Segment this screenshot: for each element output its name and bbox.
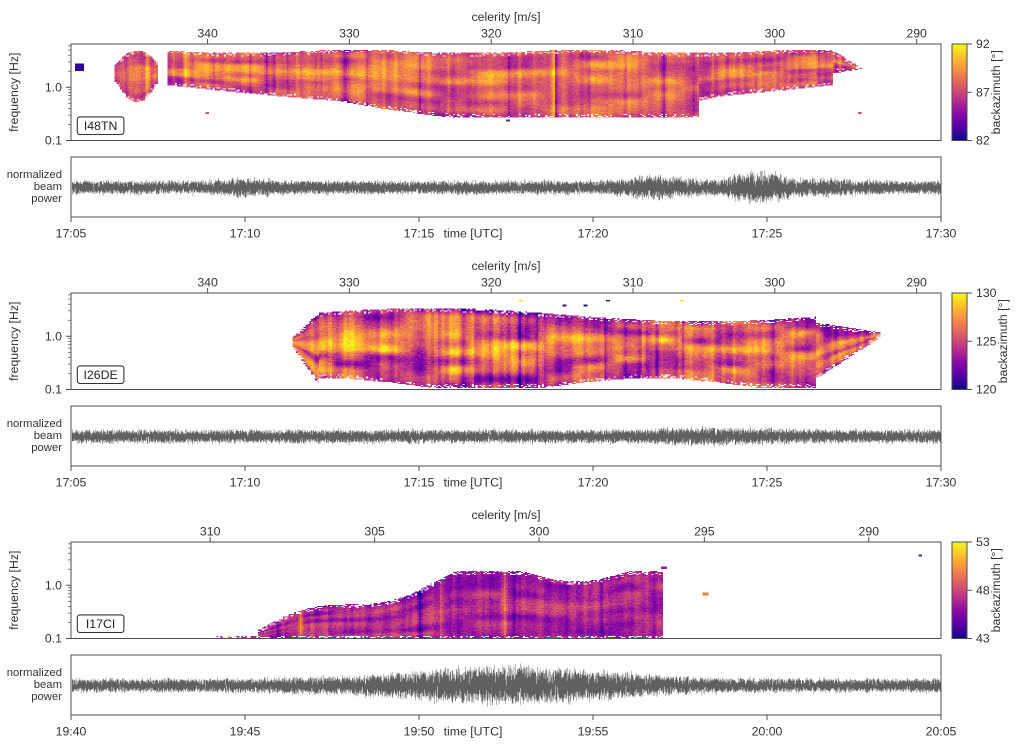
svg-text:beam: beam <box>34 679 62 691</box>
svg-text:20:05: 20:05 <box>926 725 957 739</box>
svg-text:normalized: normalized <box>7 667 62 679</box>
svg-text:backazimuth [°]: backazimuth [°] <box>989 50 1003 134</box>
svg-text:87: 87 <box>976 85 990 99</box>
svg-text:1.0: 1.0 <box>45 578 62 592</box>
svg-text:celerity [m/s]: celerity [m/s] <box>471 10 540 24</box>
svg-text:19:45: 19:45 <box>230 725 261 739</box>
svg-text:310: 310 <box>623 276 644 290</box>
svg-text:53: 53 <box>976 535 990 549</box>
svg-text:330: 330 <box>339 27 360 41</box>
svg-text:17:20: 17:20 <box>578 227 609 241</box>
svg-text:power: power <box>31 442 62 454</box>
svg-text:17:25: 17:25 <box>752 476 783 490</box>
svg-text:normalized: normalized <box>7 169 62 181</box>
svg-text:320: 320 <box>481 276 502 290</box>
svg-text:82: 82 <box>976 134 990 148</box>
svg-text:0.1: 0.1 <box>45 383 62 397</box>
svg-text:beam: beam <box>34 181 62 193</box>
svg-text:330: 330 <box>339 276 360 290</box>
svg-text:power: power <box>31 193 62 205</box>
svg-text:43: 43 <box>976 632 990 646</box>
svg-text:320: 320 <box>481 27 502 41</box>
svg-text:17:20: 17:20 <box>578 476 609 490</box>
svg-text:17:30: 17:30 <box>926 227 957 241</box>
svg-text:19:50: 19:50 <box>404 725 435 739</box>
svg-text:beam: beam <box>34 430 62 442</box>
svg-text:time [UTC]: time [UTC] <box>444 725 503 739</box>
svg-text:290: 290 <box>906 276 927 290</box>
svg-text:17:15: 17:15 <box>404 476 435 490</box>
svg-text:130: 130 <box>976 286 997 300</box>
svg-text:92: 92 <box>976 37 990 51</box>
svg-text:backazimuth [°]: backazimuth [°] <box>996 299 1010 383</box>
svg-text:frequency [Hz]: frequency [Hz] <box>7 302 21 381</box>
svg-text:48: 48 <box>976 583 990 597</box>
svg-text:300: 300 <box>529 525 550 539</box>
svg-text:300: 300 <box>765 276 786 290</box>
svg-text:340: 340 <box>197 27 218 41</box>
svg-text:17:30: 17:30 <box>926 476 957 490</box>
svg-text:frequency [Hz]: frequency [Hz] <box>7 53 21 132</box>
svg-text:125: 125 <box>976 334 997 348</box>
svg-text:1.0: 1.0 <box>45 329 62 343</box>
svg-text:17:25: 17:25 <box>752 227 783 241</box>
svg-text:1.0: 1.0 <box>45 80 62 94</box>
svg-text:17:10: 17:10 <box>230 227 261 241</box>
svg-text:300: 300 <box>765 27 786 41</box>
svg-text:0.1: 0.1 <box>45 134 62 148</box>
svg-text:305: 305 <box>364 525 385 539</box>
svg-text:17:10: 17:10 <box>230 476 261 490</box>
svg-text:290: 290 <box>859 525 880 539</box>
svg-text:frequency [Hz]: frequency [Hz] <box>7 551 21 630</box>
svg-text:celerity [m/s]: celerity [m/s] <box>471 259 540 273</box>
svg-text:celerity [m/s]: celerity [m/s] <box>471 508 540 522</box>
svg-text:20:00: 20:00 <box>752 725 783 739</box>
svg-text:19:40: 19:40 <box>56 725 87 739</box>
svg-text:0.1: 0.1 <box>45 632 62 646</box>
svg-text:120: 120 <box>976 383 997 397</box>
svg-text:backazimuth [°]: backazimuth [°] <box>989 548 1003 632</box>
svg-text:310: 310 <box>623 27 644 41</box>
svg-text:310: 310 <box>200 525 221 539</box>
svg-text:17:15: 17:15 <box>404 227 435 241</box>
svg-text:17:05: 17:05 <box>56 227 87 241</box>
svg-text:power: power <box>31 691 62 703</box>
svg-text:17:05: 17:05 <box>56 476 87 490</box>
svg-text:time [UTC]: time [UTC] <box>444 227 503 241</box>
svg-text:340: 340 <box>197 276 218 290</box>
svg-text:290: 290 <box>906 27 927 41</box>
svg-text:19:55: 19:55 <box>578 725 609 739</box>
svg-text:normalized: normalized <box>7 418 62 430</box>
svg-text:295: 295 <box>694 525 715 539</box>
svg-text:time [UTC]: time [UTC] <box>444 476 503 490</box>
